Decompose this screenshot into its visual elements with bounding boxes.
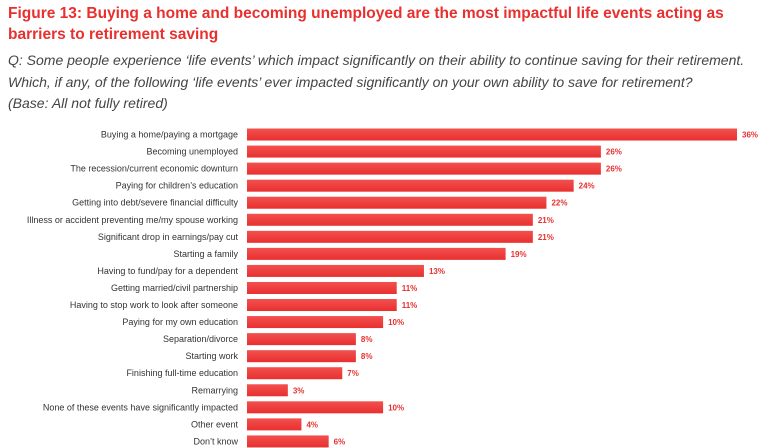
bar [247, 401, 384, 414]
question-line-1: Q: Some people experience ‘life events’ … [8, 52, 745, 68]
bar [247, 316, 384, 329]
category-label: Separation/divorce [163, 334, 238, 344]
value-label: 22% [551, 199, 567, 208]
category-label: Starting work [185, 351, 238, 361]
bar [247, 247, 506, 260]
category-label: Getting married/civil partnership [111, 283, 238, 293]
value-label: 36% [742, 131, 758, 140]
value-label: 8% [361, 335, 373, 344]
category-label: Don’t know [193, 436, 238, 446]
category-label: Finishing full-time education [126, 368, 238, 378]
category-label: Having to fund/pay for a dependent [97, 266, 238, 276]
bar [247, 435, 329, 448]
bar [247, 418, 302, 431]
bar [247, 213, 533, 226]
category-label: Other event [191, 419, 239, 429]
value-label: 11% [402, 301, 418, 310]
category-label: Getting into debt/severe financial diffi… [72, 198, 238, 208]
value-label: 21% [538, 233, 554, 242]
bar [247, 333, 356, 346]
value-label: 11% [402, 284, 418, 293]
category-label: Having to stop work to look after someon… [70, 300, 238, 310]
bar [247, 196, 547, 209]
value-label: 4% [306, 420, 318, 429]
bar [247, 264, 424, 277]
bar [247, 179, 574, 192]
bar [247, 162, 601, 175]
bar [247, 367, 343, 380]
category-label: Buying a home/paying a mortgage [101, 130, 238, 140]
survey-question: Q: Some people experience ‘life events’ … [8, 50, 768, 115]
category-label: The recession/current economic downturn [70, 164, 238, 174]
value-label: 26% [606, 148, 622, 157]
category-label: Remarrying [191, 385, 238, 395]
value-label: 8% [361, 352, 373, 361]
bar [247, 230, 533, 243]
value-label: 13% [429, 267, 445, 276]
category-label: Paying for my own education [122, 317, 238, 327]
bar [247, 384, 288, 397]
bar [247, 145, 601, 158]
category-label: Significant drop in earnings/pay cut [98, 232, 239, 242]
bar [247, 299, 397, 312]
figure-title: Figure 13: Buying a home and becoming un… [8, 5, 724, 43]
value-label: 10% [388, 403, 404, 412]
category-label: Starting a family [173, 249, 238, 259]
value-label: 10% [388, 318, 404, 327]
category-label: Illness or accident preventing me/my spo… [27, 215, 238, 225]
value-label: 24% [579, 182, 595, 191]
bar [247, 281, 397, 294]
value-label: 7% [347, 369, 359, 378]
base-note: (Base: All not fully retired) [8, 95, 168, 111]
category-label: Becoming unemployed [146, 147, 238, 157]
question-line-2: Which, if any, of the following ‘life ev… [8, 73, 693, 90]
category-label: None of these events have significantly … [43, 402, 238, 412]
value-label: 26% [606, 165, 622, 174]
value-label: 3% [293, 386, 305, 395]
value-label: 21% [538, 216, 554, 225]
category-label: Paying for children’s education [116, 181, 238, 191]
bar-series: Buying a home/paying a mortgage 36% Becomi… [27, 128, 758, 448]
value-label: 19% [511, 250, 527, 259]
bar [247, 350, 356, 363]
bar [247, 128, 737, 141]
value-label: 6% [334, 437, 346, 446]
